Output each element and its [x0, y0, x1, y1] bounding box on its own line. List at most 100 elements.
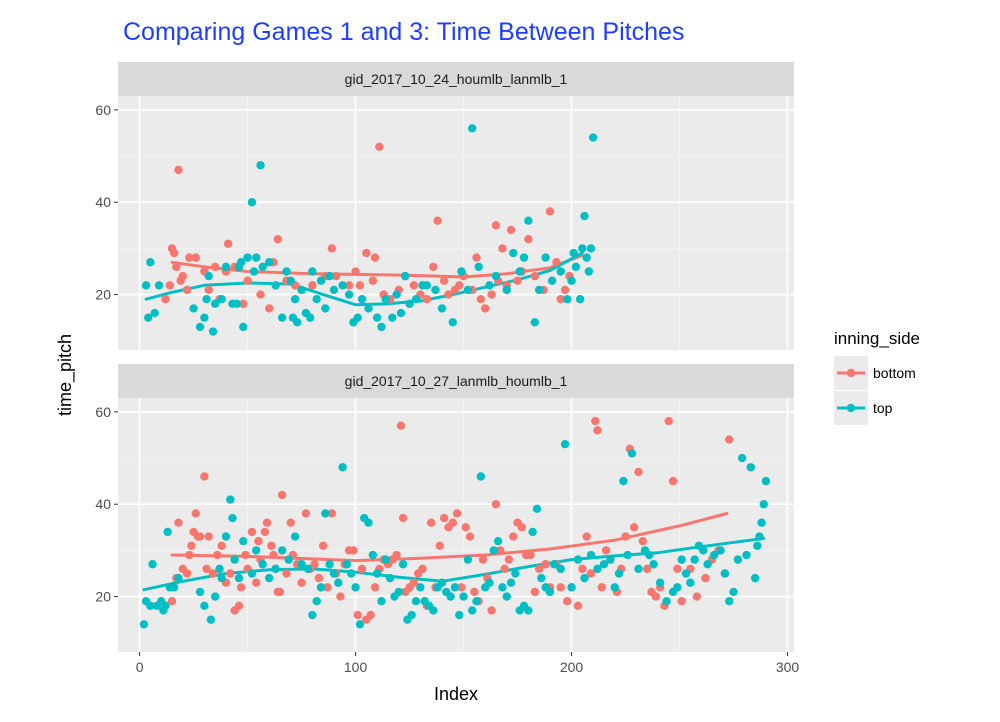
- point-top: [429, 606, 438, 615]
- point-bottom: [331, 271, 341, 281]
- point-bottom: [517, 523, 527, 532]
- legend-title: inning_side: [834, 329, 920, 348]
- point-bottom: [366, 610, 375, 620]
- point-bottom: [344, 281, 354, 290]
- point-top: [398, 560, 408, 569]
- point-bottom: [165, 281, 175, 290]
- point-top: [150, 308, 159, 318]
- point-top: [357, 295, 367, 304]
- point-bottom: [409, 281, 419, 290]
- point-bottom: [638, 536, 648, 546]
- point-bottom: [573, 601, 583, 611]
- point-top: [584, 267, 594, 276]
- point-bottom: [396, 421, 406, 430]
- point-top: [534, 285, 544, 295]
- point-bottom: [191, 253, 200, 262]
- point-top: [282, 267, 291, 276]
- point-top: [690, 555, 699, 564]
- point-bottom: [243, 276, 252, 285]
- point-top: [202, 295, 211, 304]
- point-bottom: [530, 587, 540, 597]
- point-bottom: [457, 583, 466, 592]
- point-bottom: [478, 555, 488, 564]
- point-bottom: [439, 276, 449, 285]
- point-top: [297, 560, 306, 569]
- point-bottom: [161, 295, 170, 304]
- point-top: [217, 573, 226, 583]
- point-top: [422, 281, 432, 290]
- point-top: [623, 550, 632, 560]
- point-bottom: [282, 569, 291, 578]
- point-top: [169, 583, 179, 592]
- y-axis-ticks: 20 40 60: [95, 404, 118, 605]
- grid: [118, 398, 794, 652]
- point-bottom: [204, 532, 213, 541]
- point-bottom: [269, 550, 278, 560]
- point-top: [388, 313, 397, 322]
- point-top: [381, 295, 391, 304]
- point-top: [593, 564, 602, 574]
- point-top: [448, 318, 457, 327]
- point-top: [467, 606, 477, 615]
- point-top: [297, 285, 306, 295]
- point-bottom: [351, 267, 360, 276]
- point-top: [154, 281, 164, 290]
- point-bottom: [496, 546, 505, 555]
- legend-key-point-bottom: [846, 368, 856, 378]
- point-top: [312, 597, 321, 606]
- point-top: [586, 550, 596, 560]
- point-top: [377, 322, 386, 332]
- point-top: [210, 592, 220, 601]
- legend-label-top: top: [873, 400, 893, 416]
- point-bottom: [204, 285, 213, 295]
- point-top: [271, 281, 280, 290]
- point-bottom: [370, 253, 380, 262]
- point-top: [334, 578, 343, 587]
- point-top: [321, 509, 330, 518]
- point-top: [407, 610, 416, 620]
- point-top: [720, 569, 730, 578]
- point-top: [344, 290, 354, 299]
- point-top: [161, 601, 170, 611]
- point-top: [234, 573, 244, 583]
- point-top: [541, 253, 550, 262]
- point-bottom: [241, 550, 250, 560]
- point-bottom: [504, 555, 514, 564]
- point-top: [221, 262, 231, 272]
- point-bottom: [429, 262, 438, 272]
- point-bottom: [634, 467, 643, 477]
- point-top: [575, 295, 585, 304]
- point-top: [532, 504, 542, 514]
- point-top: [599, 560, 609, 569]
- point-bottom: [541, 560, 550, 569]
- point-bottom: [174, 165, 183, 175]
- point-top: [455, 610, 464, 620]
- point-bottom: [513, 276, 522, 285]
- point-bottom: [208, 569, 218, 578]
- point-top: [556, 267, 565, 276]
- point-top: [476, 472, 486, 481]
- point-bottom: [563, 597, 572, 606]
- point-top: [757, 518, 766, 527]
- point-top: [489, 546, 498, 555]
- point-top: [252, 546, 261, 555]
- point-top: [239, 322, 248, 332]
- point-bottom: [310, 560, 319, 569]
- point-top: [493, 536, 503, 546]
- point-top: [364, 304, 373, 313]
- point-top: [703, 560, 712, 569]
- point-bottom: [444, 290, 453, 299]
- point-bottom: [185, 253, 194, 262]
- point-top: [686, 578, 695, 587]
- point-top: [264, 258, 274, 267]
- point-bottom: [353, 610, 362, 620]
- point-bottom: [187, 541, 196, 550]
- strip-label: gid_2017_10_27_lanmlb_houmlb_1: [345, 373, 568, 389]
- point-top: [239, 536, 248, 546]
- point-bottom: [526, 550, 535, 560]
- point-top: [200, 601, 209, 611]
- point-bottom: [213, 550, 222, 560]
- x-tick-label: 200: [560, 659, 584, 675]
- point-bottom: [210, 262, 220, 272]
- point-top: [431, 285, 440, 295]
